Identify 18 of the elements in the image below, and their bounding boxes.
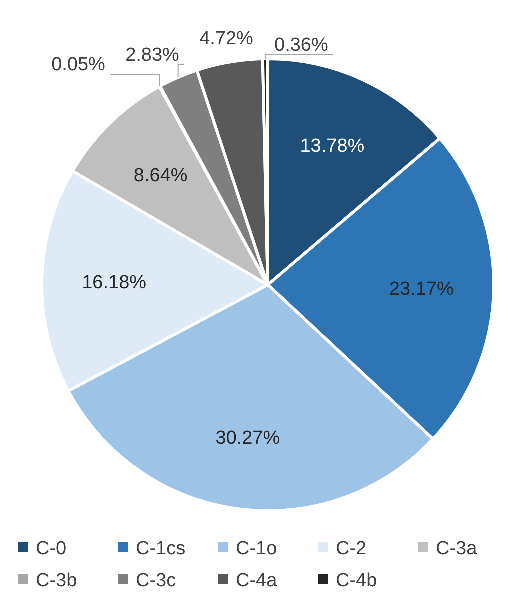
- legend-label: C-2: [336, 538, 367, 560]
- data-label: 23.17%: [389, 279, 454, 300]
- data-label: 0.36%: [274, 35, 328, 56]
- legend-label: C-1cs: [136, 538, 186, 560]
- legend-label: C-3c: [136, 570, 176, 592]
- legend-label: C-4a: [236, 570, 278, 592]
- data-label: 16.18%: [82, 272, 147, 294]
- data-label: 30.27%: [216, 428, 280, 450]
- data-label: 13.78%: [300, 136, 365, 158]
- legend-label: C-4b: [336, 570, 378, 592]
- data-label: 8.64%: [134, 165, 188, 186]
- data-label: 2.83%: [126, 45, 180, 66]
- legend-label: C-3a: [436, 538, 478, 560]
- legend-label: C-0: [36, 538, 67, 560]
- data-label: 0.05%: [52, 54, 106, 76]
- legend-label: C-3b: [36, 570, 78, 592]
- legend-label: C-1o: [236, 538, 278, 560]
- data-label: 4.72%: [200, 28, 254, 50]
